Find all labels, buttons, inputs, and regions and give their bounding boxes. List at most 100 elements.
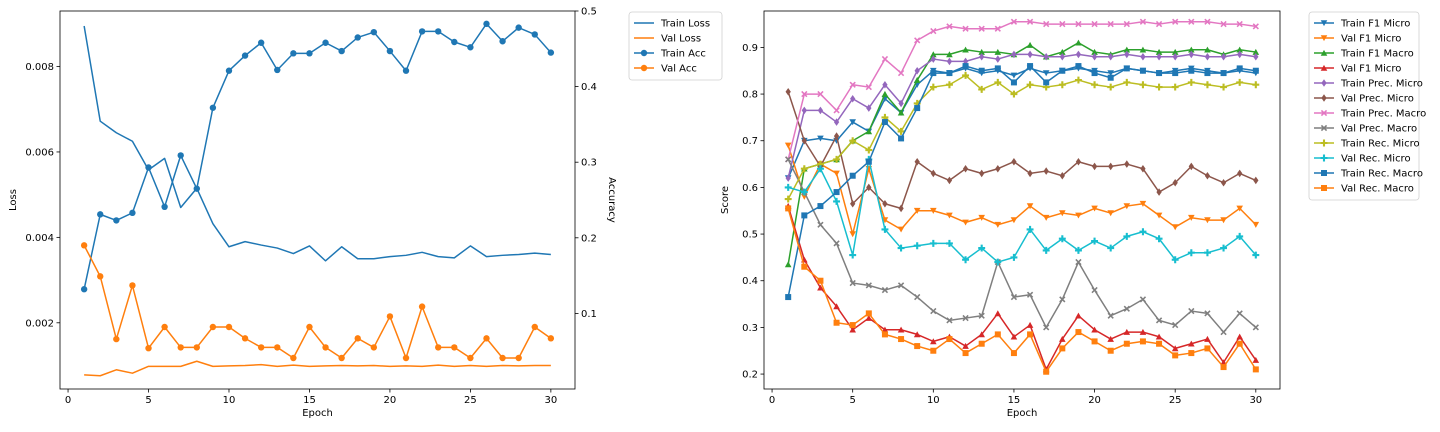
right-data-point	[849, 119, 856, 126]
right-legend-label: Val Rec. Micro	[1341, 154, 1411, 165]
right-data-point	[1042, 214, 1050, 221]
left-x-tick-label: 5	[145, 395, 151, 406]
right-legend-marker	[1320, 154, 1328, 162]
right-data-point	[1139, 338, 1146, 345]
left-data-point	[338, 47, 345, 55]
right-data-point	[1171, 256, 1179, 264]
right-data-point	[930, 207, 937, 214]
left-data-point	[402, 354, 410, 362]
right-data-point	[881, 113, 889, 121]
right-data-point	[1107, 20, 1114, 28]
right-x-tick-label: 15	[1008, 395, 1021, 406]
right-data-point	[800, 188, 808, 196]
left-y-axis-label: Loss	[8, 189, 19, 211]
right-data-point	[1043, 368, 1050, 375]
right-data-point	[1123, 20, 1130, 28]
right-data-point	[1075, 20, 1082, 28]
right-data-point	[1075, 329, 1082, 336]
right-y-tick-label: 0.4	[742, 276, 758, 287]
right-data-point	[1188, 214, 1195, 221]
right-data-point	[962, 219, 969, 226]
right-y-tick-label: 0.7	[742, 136, 758, 147]
right-data-point	[1010, 333, 1018, 340]
right-series-train-prec-macro	[785, 18, 1259, 163]
right-data-point	[994, 331, 1001, 338]
right-data-point	[1236, 78, 1244, 86]
left-x-tick-label: 10	[223, 395, 236, 406]
right-data-point	[833, 170, 840, 177]
left-legend: Train Loss Val Loss Train Acc Val Acc	[628, 11, 723, 81]
right-data-point	[1058, 235, 1066, 243]
right-data-point	[1236, 205, 1243, 212]
right-legend-item: Train Prec. Macro	[1314, 109, 1426, 120]
right-data-point	[946, 336, 953, 343]
left-plot-frame	[59, 10, 576, 390]
right-data-point	[866, 104, 872, 112]
right-data-point	[881, 119, 888, 126]
right-data-point	[1204, 70, 1211, 77]
right-data-point	[1026, 291, 1034, 298]
right-data-point	[1252, 221, 1260, 228]
left-data-point	[483, 20, 490, 28]
right-data-point	[1043, 167, 1049, 175]
right-data-point	[930, 347, 937, 354]
left-x-tick-label: 15	[303, 395, 316, 406]
right-x-tick-label: 5	[850, 395, 856, 406]
right-data-point	[994, 221, 1002, 228]
right-data-point	[1236, 310, 1243, 317]
right-data-point	[1074, 246, 1082, 254]
right-data-point	[897, 282, 905, 289]
right-data-point	[978, 214, 985, 221]
right-data-point	[962, 63, 969, 70]
right-legend-item: Train Rec. Macro	[1314, 169, 1423, 180]
left-plot-area	[60, 11, 575, 389]
right-data-point	[1010, 253, 1018, 261]
left-data-point	[386, 47, 394, 55]
right-data-point	[1220, 178, 1227, 187]
right-legend-item: Train F1 Micro	[1314, 19, 1410, 30]
right-data-point	[994, 25, 1001, 32]
right-data-point	[865, 128, 873, 135]
left-data-point	[193, 185, 200, 192]
right-data-point	[1188, 350, 1195, 357]
right-data-point	[930, 55, 936, 63]
left-data-point	[177, 344, 184, 351]
right-data-point	[978, 67, 985, 74]
right-data-point	[914, 105, 921, 112]
right-data-point	[1027, 169, 1033, 178]
right-data-point	[1253, 52, 1259, 61]
right-series-line-train-prec-macro	[787, 20, 1256, 160]
right-data-point	[1236, 65, 1243, 72]
right-data-point	[930, 70, 937, 77]
right-y-tick-label: 0.5	[742, 230, 758, 241]
right-data-point	[1091, 52, 1098, 61]
right-data-point	[994, 65, 1001, 72]
left-legend-label: Train Acc	[660, 49, 706, 60]
right-data-point	[849, 172, 856, 179]
right-data-point	[1043, 20, 1050, 28]
right-data-point	[1075, 312, 1082, 319]
right-series-val-rec-micro	[784, 155, 1260, 266]
right-legend-marker	[1320, 35, 1328, 42]
right-data-point	[865, 310, 872, 317]
right-data-point	[994, 310, 1002, 317]
right-data-point	[930, 27, 937, 35]
right-data-point	[1091, 20, 1098, 28]
right-data-point	[930, 51, 937, 58]
right-data-point	[1026, 81, 1034, 89]
right-data-point	[1059, 210, 1066, 217]
right-data-point	[882, 80, 888, 89]
right-data-point	[817, 221, 824, 228]
right-data-point	[1107, 210, 1114, 217]
right-data-point	[881, 331, 888, 338]
right-data-point	[1075, 63, 1082, 70]
right-data-point	[1171, 224, 1179, 231]
right-legend-label: Train F1 Micro	[1340, 19, 1410, 30]
left-data-point	[451, 38, 458, 46]
right-data-point	[865, 83, 872, 91]
right-data-point	[1140, 164, 1146, 173]
left-data-point	[370, 28, 378, 36]
right-data-point	[1091, 205, 1098, 212]
right-data-point	[817, 277, 824, 284]
right-data-point	[1204, 335, 1211, 342]
